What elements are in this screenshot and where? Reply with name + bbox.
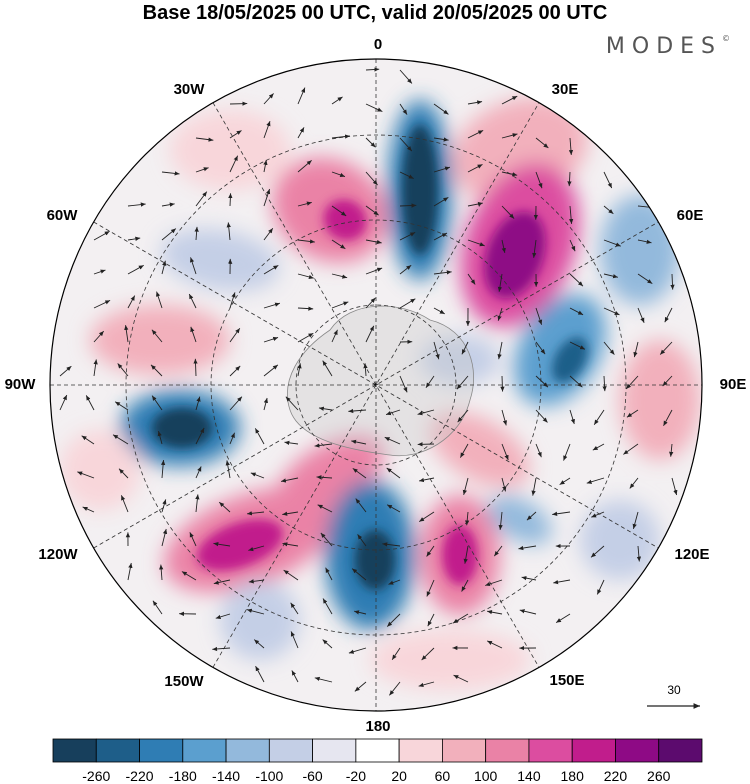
colorbar-tick-label: -260 <box>82 768 110 784</box>
anomaly-blob <box>60 430 140 510</box>
lon-label-120e: 120E <box>674 546 709 564</box>
colorbar-tick-label: 20 <box>391 768 407 784</box>
colorbar-tick-label: 180 <box>561 768 584 784</box>
colorbar-tick-label: 220 <box>604 768 627 784</box>
colorbar-swatch <box>313 739 356 762</box>
anomaly-blob <box>370 630 530 690</box>
anomaly-blob <box>600 195 680 305</box>
colorbar-swatch <box>615 739 658 762</box>
colorbar <box>53 739 702 762</box>
lon-label-180: 180 <box>365 718 390 736</box>
anomaly-blob <box>620 340 700 460</box>
colorbar-tick-label: 100 <box>474 768 497 784</box>
anomaly-blob <box>170 110 290 190</box>
colorbar-swatch <box>659 739 702 762</box>
colorbar-swatch <box>486 739 529 762</box>
colorbar-swatch <box>269 739 312 762</box>
colorbar-tick-label: -100 <box>255 768 283 784</box>
wind-arrow <box>502 376 503 392</box>
colorbar-swatch <box>356 739 399 762</box>
lon-label-90w: 90W <box>5 376 36 394</box>
lon-label-150e: 150E <box>549 672 584 690</box>
map-disk <box>40 50 720 730</box>
colorbar-swatch <box>529 739 572 762</box>
lon-label-150w: 150W <box>164 673 203 691</box>
colorbar-swatch <box>572 739 615 762</box>
colorbar-swatch <box>399 739 442 762</box>
lon-label-60w: 60W <box>47 207 78 225</box>
colorbar-tick-label: -20 <box>346 768 366 784</box>
lon-label-0: 0 <box>374 36 382 54</box>
lon-label-30w: 30W <box>174 81 205 99</box>
reference-vector-label: 30 <box>667 683 680 697</box>
colorbar-swatch <box>53 739 96 762</box>
colorbar-tick-label: -60 <box>302 768 322 784</box>
colorbar-swatch <box>140 739 183 762</box>
colorbar-tick-label: 260 <box>647 768 670 784</box>
colorbar-tick-label: 140 <box>517 768 540 784</box>
lon-label-90e: 90E <box>720 376 747 394</box>
colorbar-swatch <box>183 739 226 762</box>
lon-label-120w: 120W <box>38 546 77 564</box>
colorbar-tick-label: -140 <box>212 768 240 784</box>
south-pole-marker: + <box>373 380 379 391</box>
lon-label-60e: 60E <box>677 207 704 225</box>
wind-arrow <box>230 193 231 206</box>
anomaly-blob <box>220 580 300 660</box>
anomaly-blob <box>580 500 660 580</box>
colorbar-tick-label: -180 <box>169 768 197 784</box>
lon-label-30e: 30E <box>552 81 579 99</box>
colorbar-swatch <box>226 739 269 762</box>
colorbar-swatch <box>442 739 485 762</box>
anomaly-blob <box>402 125 438 255</box>
colorbar-tick-label: 60 <box>435 768 451 784</box>
colorbar-swatch <box>96 739 139 762</box>
colorbar-tick-label: -220 <box>126 768 154 784</box>
